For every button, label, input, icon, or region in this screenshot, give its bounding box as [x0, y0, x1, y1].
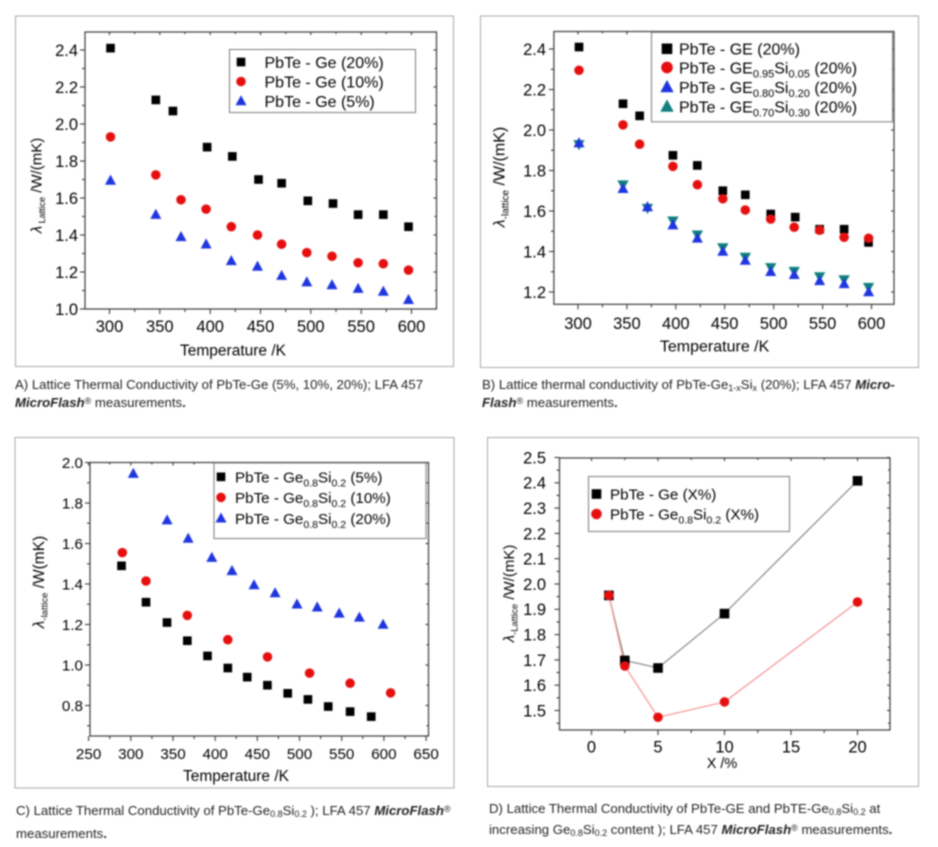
svg-text:300: 300 [118, 746, 143, 763]
svg-text:PbTe - Ge (20%): PbTe - Ge (20%) [265, 55, 384, 72]
svg-text:1.2: 1.2 [55, 264, 78, 282]
svg-text:600: 600 [371, 746, 396, 763]
svg-text:1.2: 1.2 [62, 617, 83, 634]
svg-text:Temperature /K: Temperature /K [183, 768, 290, 785]
svg-text:2.2: 2.2 [523, 525, 546, 543]
svg-text:550: 550 [329, 746, 354, 763]
svg-text:650: 650 [413, 746, 438, 763]
svg-text:1.2: 1.2 [523, 284, 546, 302]
svg-text:10: 10 [715, 739, 733, 757]
svg-text:1.8: 1.8 [523, 627, 546, 645]
svg-text:1.7: 1.7 [523, 652, 546, 670]
svg-text:λ-lattice /W/(mK): λ-lattice /W/(mK) [492, 127, 512, 228]
svg-text:1.4: 1.4 [62, 577, 83, 594]
svg-text:PbTe - Ge (10%): PbTe - Ge (10%) [265, 74, 384, 91]
svg-text:PbTe - Ge (5%): PbTe - Ge (5%) [265, 94, 375, 111]
svg-text:PbTe - Ge0.8Si0.2 (X%): PbTe - Ge0.8Si0.2 (X%) [610, 507, 759, 527]
svg-text:350: 350 [613, 315, 641, 333]
svg-text:450: 450 [247, 318, 275, 336]
svg-text:250: 250 [76, 746, 101, 763]
svg-text:λ Lattice /W/(mK): λ Lattice /W/(mK) [29, 138, 47, 235]
svg-text:PbTe - Ge0.8Si0.2 (10%): PbTe - Ge0.8Si0.2 (10%) [235, 490, 391, 510]
svg-text:1.8: 1.8 [55, 153, 78, 171]
svg-text:350: 350 [146, 318, 174, 336]
svg-text:1.0: 1.0 [55, 301, 78, 319]
svg-text:15: 15 [782, 739, 800, 757]
svg-text:0.8: 0.8 [62, 698, 83, 715]
svg-text:2.4: 2.4 [523, 41, 546, 59]
svg-text:2.0: 2.0 [523, 576, 546, 594]
svg-text:1.6: 1.6 [62, 536, 83, 553]
svg-text:550: 550 [809, 315, 837, 333]
svg-text:PbTe - GE0.70Si0.30 (20%): PbTe - GE0.70Si0.30 (20%) [679, 99, 857, 119]
svg-text:PbTe - GE (20%): PbTe - GE (20%) [679, 42, 800, 59]
svg-text:20: 20 [848, 739, 866, 757]
svg-text:0: 0 [587, 739, 596, 757]
svg-text:2.4: 2.4 [55, 42, 78, 60]
svg-text:PbTe - Ge0.8Si0.2 (20%): PbTe - Ge0.8Si0.2 (20%) [235, 511, 391, 531]
svg-text:PbTe - GE0.95Si0.05 (20%): PbTe - GE0.95Si0.05 (20%) [679, 60, 857, 80]
svg-text:2.2: 2.2 [55, 79, 78, 97]
svg-text:450: 450 [711, 315, 739, 333]
svg-text:2.5: 2.5 [523, 449, 546, 467]
svg-text:2.4: 2.4 [523, 475, 546, 493]
svg-text:Temperature /K: Temperature /K [660, 339, 770, 356]
svg-text:1.4: 1.4 [55, 227, 78, 245]
svg-text:300: 300 [564, 315, 592, 333]
svg-text:5: 5 [653, 739, 662, 757]
svg-text:1.9: 1.9 [523, 601, 546, 619]
svg-text:300: 300 [96, 318, 124, 336]
svg-text:500: 500 [297, 318, 325, 336]
svg-text:2.3: 2.3 [523, 500, 546, 518]
svg-text:500: 500 [287, 746, 312, 763]
svg-text:1.8: 1.8 [523, 162, 546, 180]
svg-text:600: 600 [858, 315, 886, 333]
svg-text:550: 550 [347, 318, 375, 336]
svg-text:λ-Lattice /W/(mK): λ-Lattice /W/(mK) [501, 545, 521, 644]
svg-text:1.8: 1.8 [62, 496, 83, 513]
svg-text:PbTe - GE0.80Si0.20 (20%): PbTe - GE0.80Si0.20 (20%) [679, 80, 857, 100]
svg-text:1.0: 1.0 [62, 658, 83, 675]
svg-text:1.6: 1.6 [55, 190, 78, 208]
svg-text:400: 400 [203, 746, 228, 763]
svg-text:2.2: 2.2 [523, 81, 546, 99]
svg-text:2.1: 2.1 [523, 551, 546, 569]
svg-text:400: 400 [196, 318, 224, 336]
svg-text:500: 500 [760, 315, 788, 333]
svg-text:1.4: 1.4 [523, 243, 546, 261]
svg-text:PbTe - Ge (X%): PbTe - Ge (X%) [610, 487, 716, 504]
svg-text:1.6: 1.6 [523, 677, 546, 695]
svg-text:400: 400 [662, 315, 690, 333]
svg-text:λ-lattice /W(mK): λ-lattice /W(mK) [31, 536, 51, 629]
svg-text:2.0: 2.0 [523, 122, 546, 140]
svg-text:600: 600 [398, 318, 426, 336]
svg-text:PbTe - Ge0.8Si0.2 (5%): PbTe - Ge0.8Si0.2 (5%) [235, 469, 382, 489]
svg-text:X /%: X /% [707, 756, 738, 772]
svg-text:350: 350 [160, 746, 185, 763]
svg-text:2.0: 2.0 [62, 455, 83, 472]
svg-text:1.6: 1.6 [523, 203, 546, 221]
svg-text:2.0: 2.0 [55, 116, 78, 134]
svg-text:1.5: 1.5 [523, 702, 546, 720]
svg-text:Temperature /K: Temperature /K [180, 343, 287, 360]
svg-text:450: 450 [245, 746, 270, 763]
